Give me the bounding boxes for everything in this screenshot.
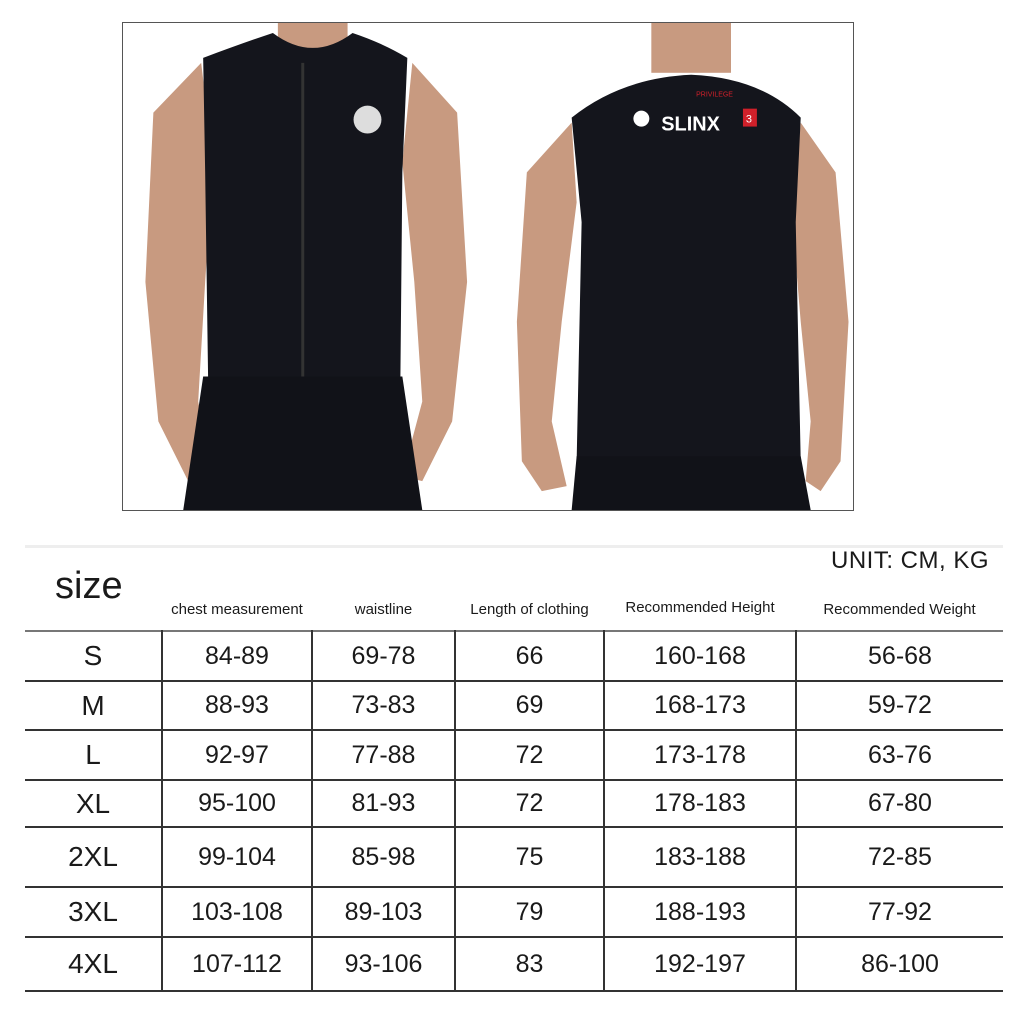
value-cell: 56-68	[795, 630, 1003, 682]
value-cell: 178-183	[603, 779, 797, 828]
table-row: S 84-89 69-78 66 160-168 56-68	[25, 630, 1003, 682]
value-cell: 95-100	[161, 779, 313, 828]
value-cell: 92-97	[161, 729, 313, 781]
value-cell: 67-80	[795, 779, 1003, 828]
value-cell: 103-108	[161, 886, 313, 938]
table-row: M 88-93 73-83 69 168-173 59-72	[25, 680, 1003, 731]
value-cell: 69-78	[311, 630, 456, 682]
column-header: Recommended Height	[625, 599, 775, 616]
size-table: S 84-89 69-78 66 160-168 56-68 M 88-93 73-83 69 16…	[25, 630, 1003, 992]
size-cell: M	[25, 680, 163, 731]
value-cell: 66	[454, 630, 605, 682]
value-cell: 168-173	[603, 680, 797, 731]
value-cell: 84-89	[161, 630, 313, 682]
table-row: 3XL 103-108 89-103 79 188-193 77-92	[25, 886, 1003, 938]
size-cell: 2XL	[25, 826, 163, 888]
value-cell: 192-197	[603, 936, 797, 992]
value-cell: 77-92	[795, 886, 1003, 938]
column-header: chest measurement	[171, 601, 303, 618]
back-view: PRIVILEGE SLINX 3	[516, 23, 849, 510]
back-logo: PRIVILEGE SLINX 3	[633, 92, 757, 136]
front-view	[145, 23, 468, 510]
table-row: L 92-97 77-88 72 173-178 63-76	[25, 729, 1003, 781]
vest-illustration: PRIVILEGE SLINX 3	[145, 23, 849, 510]
svg-text:3: 3	[746, 114, 752, 126]
chest-logo-icon	[353, 105, 382, 134]
value-cell: 79	[454, 886, 605, 938]
size-cell: S	[25, 630, 163, 682]
value-cell: 63-76	[795, 729, 1003, 781]
unit-label: UNIT: CM, KG	[830, 547, 989, 574]
value-cell: 160-168	[603, 630, 797, 682]
table-row: 4XL 107-112 93-106 83 192-197 86-100	[25, 936, 1003, 992]
value-cell: 69	[454, 680, 605, 731]
table-row: XL 95-100 81-93 72 178-183 67-80	[25, 779, 1003, 828]
size-cell: 4XL	[25, 936, 163, 992]
value-cell: 86-100	[795, 936, 1003, 992]
column-header: Recommended Weight	[823, 601, 976, 618]
value-cell: 75	[454, 826, 605, 888]
size-cell: XL	[25, 779, 163, 828]
value-cell: 89-103	[311, 886, 456, 938]
value-cell: 83	[454, 936, 605, 992]
size-title: size	[55, 565, 123, 607]
value-cell: 188-193	[603, 886, 797, 938]
column-header: waistline	[354, 601, 413, 618]
value-cell: 73-83	[311, 680, 456, 731]
value-cell: 72	[454, 729, 605, 781]
value-cell: 85-98	[311, 826, 456, 888]
value-cell: 173-178	[603, 729, 797, 781]
value-cell: 88-93	[161, 680, 313, 731]
table-row: 2XL 99-104 85-98 75 183-188 72-85	[25, 826, 1003, 888]
value-cell: 93-106	[311, 936, 456, 992]
column-header: Length of clothing	[470, 601, 589, 618]
svg-text:SLINX: SLINX	[661, 114, 720, 136]
value-cell: 59-72	[795, 680, 1003, 731]
value-cell: 107-112	[161, 936, 313, 992]
size-cell: L	[25, 729, 163, 781]
value-cell: 99-104	[161, 826, 313, 888]
value-cell: 72	[454, 779, 605, 828]
value-cell: 81-93	[311, 779, 456, 828]
svg-text:PRIVILEGE: PRIVILEGE	[696, 92, 733, 99]
value-cell: 183-188	[603, 826, 797, 888]
size-cell: 3XL	[25, 886, 163, 938]
value-cell: 72-85	[795, 826, 1003, 888]
divider	[25, 545, 1003, 548]
product-photo: PRIVILEGE SLINX 3	[122, 22, 854, 511]
value-cell: 77-88	[311, 729, 456, 781]
